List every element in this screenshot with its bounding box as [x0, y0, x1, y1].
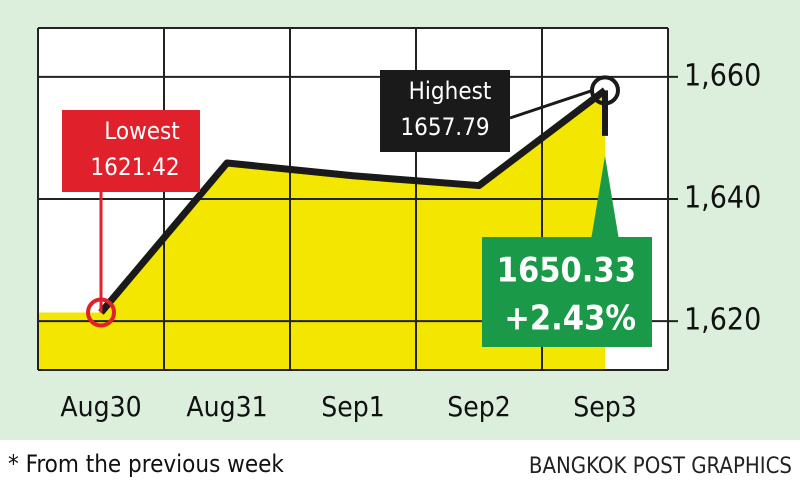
lowest-value: 1621.42 — [90, 153, 179, 181]
highest-label: Highest — [409, 77, 492, 105]
highest-value: 1657.79 — [400, 113, 489, 141]
x-tick-label: Aug30 — [60, 390, 141, 423]
highest-marker — [590, 75, 620, 106]
close-value: 1650.33 — [497, 251, 636, 291]
x-tick-label: Sep2 — [447, 390, 511, 423]
x-tick-label: Sep3 — [573, 390, 637, 423]
y-tick-label: 1,660 — [684, 58, 761, 93]
footnote: * From the previous week — [8, 450, 284, 478]
lowest-marker — [86, 297, 116, 328]
highest-box — [380, 70, 510, 152]
highest-pointer — [509, 88, 594, 120]
footer-background — [0, 440, 800, 490]
x-tick-label: Aug31 — [186, 390, 267, 423]
y-tick-label: 1,640 — [684, 181, 761, 216]
x-tick-label: Sep1 — [321, 390, 385, 423]
close-arrow — [591, 155, 619, 240]
close-change: +2.43% — [504, 299, 636, 339]
line — [98, 87, 608, 315]
area — [38, 90, 605, 370]
credit: BANGKOK POST GRAPHICS — [529, 454, 792, 479]
y-tick-label: 1,620 — [684, 303, 761, 338]
lowest-box — [62, 110, 200, 192]
lowest-label: Lowest — [104, 117, 179, 145]
close-box — [482, 237, 652, 347]
